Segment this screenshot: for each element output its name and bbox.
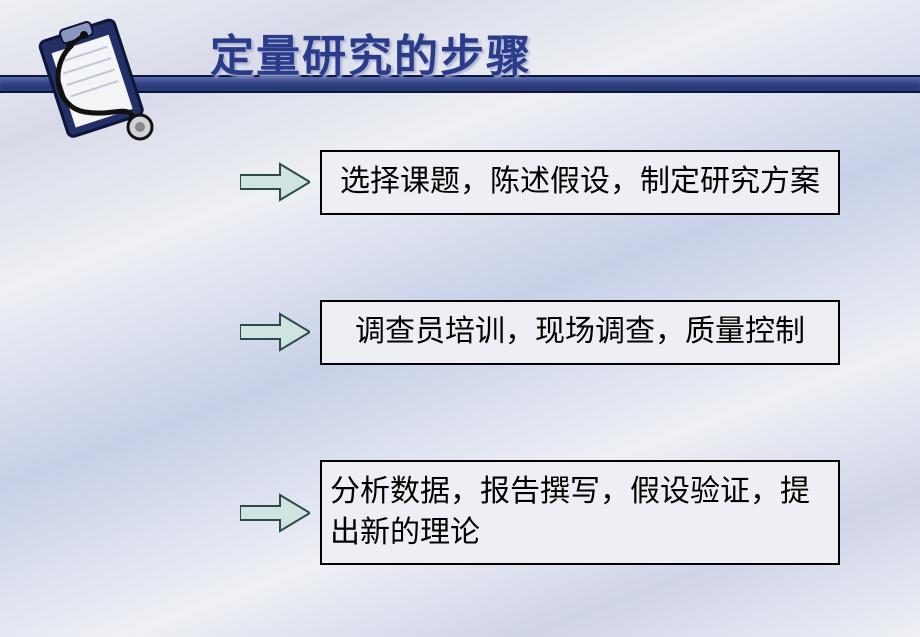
arrow-icon xyxy=(240,493,310,533)
step-box-2: 调查员培训，现场调查，质量控制 xyxy=(320,300,840,365)
step-row-3: 分析数据，报告撰写，假设验证，提出新的理论 xyxy=(320,460,840,565)
arrow-icon xyxy=(240,162,310,202)
slide-title: 定量研究的步骤 xyxy=(210,20,532,84)
step-box-1: 选择课题，陈述假设，制定研究方案 xyxy=(320,150,840,215)
arrow-icon xyxy=(240,312,310,352)
step-row-1: 选择课题，陈述假设，制定研究方案 xyxy=(320,150,840,215)
step-row-2: 调查员培训，现场调查，质量控制 xyxy=(320,300,840,365)
step-box-3: 分析数据，报告撰写，假设验证，提出新的理论 xyxy=(320,460,840,565)
